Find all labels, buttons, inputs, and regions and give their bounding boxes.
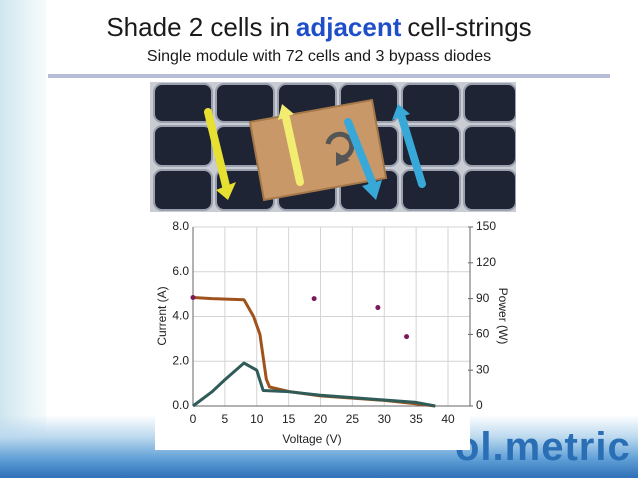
x-tick-label: 40 — [441, 412, 455, 426]
title-highlight: adjacent — [295, 12, 402, 42]
data-point — [190, 294, 196, 300]
x-tick-label: 10 — [250, 412, 264, 426]
y2-tick-label: 0 — [476, 398, 483, 412]
title-text: Shade 2 cells in — [106, 12, 290, 42]
x-tick-label: 20 — [314, 412, 328, 426]
y2-tick-label: 90 — [476, 291, 490, 305]
y-axis-label: Current (A) — [155, 286, 169, 345]
title-text: cell-strings — [407, 12, 532, 42]
data-point — [404, 334, 410, 340]
chart-background — [155, 215, 470, 450]
x-tick-label: 25 — [346, 412, 360, 426]
y-tick-label: 8.0 — [172, 219, 189, 233]
y2-axis-label: Power (W) — [496, 288, 510, 345]
data-point — [375, 305, 381, 311]
sidebar-decoration — [0, 0, 46, 478]
y2-tick-label: 120 — [476, 255, 496, 269]
data-point — [311, 296, 317, 302]
y2-tick-label: 30 — [476, 362, 490, 376]
y-tick-label: 2.0 — [172, 353, 189, 367]
x-tick-label: 0 — [190, 412, 197, 426]
logo: ol.metric — [455, 425, 631, 469]
x-tick-label: 5 — [222, 412, 229, 426]
y2-tick-label: 60 — [476, 327, 490, 341]
y-tick-label: 6.0 — [172, 264, 189, 278]
y-tick-label: 0.0 — [172, 398, 189, 412]
x-tick-label: 35 — [409, 412, 423, 426]
x-tick-label: 15 — [282, 412, 296, 426]
x-axis-label: Voltage (V) — [282, 432, 341, 446]
module-photo — [150, 82, 516, 212]
x-tick-label: 30 — [378, 412, 392, 426]
slide-title: Shade 2 cells in adjacent cell-strings — [0, 12, 638, 43]
title-rule — [48, 74, 610, 78]
chart-layer: 0 5 10 15 20 25 30 35 40 0.0 2.0 4.0 6.0 8.0 0 30 60 90 12… — [172, 219, 496, 426]
y-tick-label: 4.0 — [172, 309, 189, 323]
series-line — [192, 361, 436, 408]
slide-subtitle: Single module with 72 cells and 3 bypass… — [146, 48, 492, 65]
y2-tick-label: 150 — [476, 219, 496, 233]
